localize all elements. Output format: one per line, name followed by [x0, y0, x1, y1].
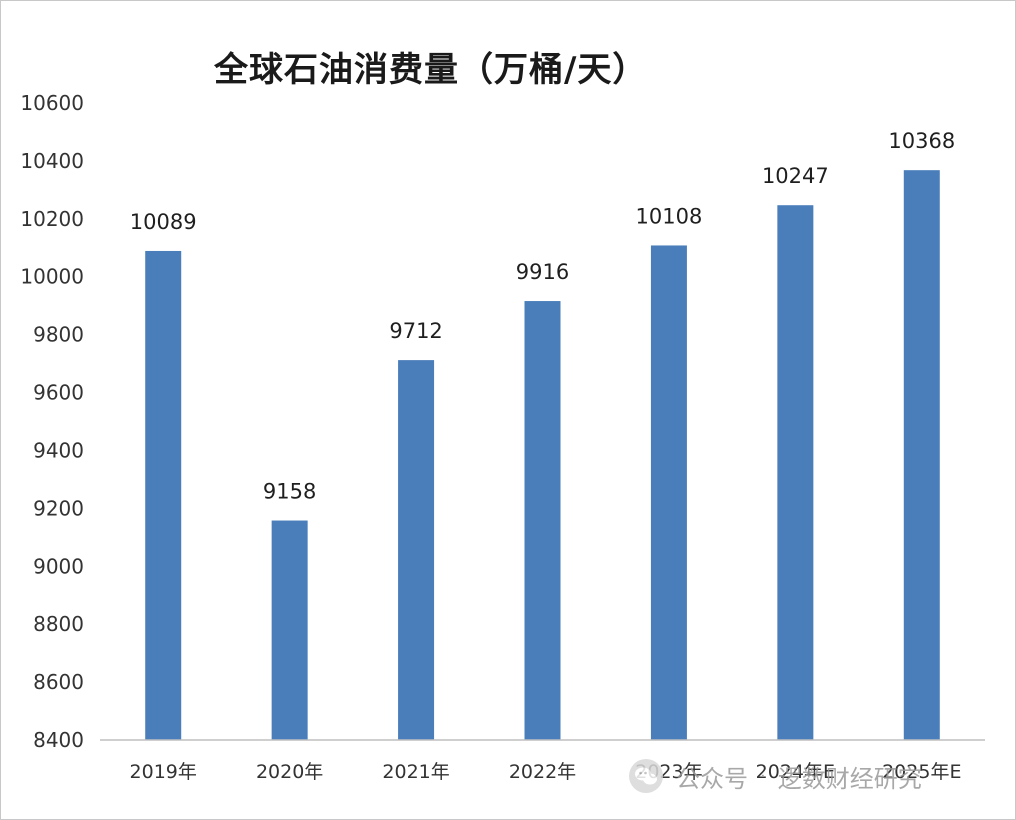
x-tick-label: 2022年 [509, 761, 576, 783]
x-tick-label: 2020年 [256, 761, 323, 783]
bar [524, 301, 561, 740]
bars [145, 170, 940, 741]
bar [903, 170, 940, 740]
y-tick-label: 10200 [20, 207, 84, 231]
bar [271, 520, 308, 740]
y-tick-label: 8600 [33, 670, 84, 694]
bar [650, 245, 687, 740]
x-tick-label: 2024年E [756, 761, 835, 783]
chart-title: 全球石油消费量（万桶/天） [214, 50, 648, 90]
data-label: 10247 [762, 164, 829, 188]
watermark: 公众号 · 逻数财经研究 [628, 758, 922, 794]
data-labels: 10089 9158 9712 9916 10108 10247 10368 [130, 129, 955, 503]
wechat-icon [629, 759, 663, 793]
x-tick-label: 2021年 [382, 761, 449, 783]
data-label: 9158 [263, 480, 316, 504]
y-tick-label: 9800 [33, 323, 84, 347]
y-axis: 8400 8600 8800 9000 9200 9400 9600 9800 10000 102… [20, 91, 84, 752]
data-label: 10368 [888, 129, 955, 153]
y-tick-label: 10600 [20, 91, 84, 115]
bar [398, 360, 435, 740]
y-tick-label: 8400 [33, 728, 84, 752]
y-tick-label: 10000 [20, 265, 84, 289]
y-tick-label: 9200 [33, 496, 84, 520]
y-tick-label: 9400 [33, 438, 84, 462]
bar [145, 250, 182, 740]
bar [777, 205, 814, 741]
data-label: 10108 [636, 204, 703, 228]
y-tick-label: 8800 [33, 612, 84, 636]
data-label: 9712 [389, 319, 442, 343]
y-tick-label: 9000 [33, 554, 84, 578]
data-label: 9916 [516, 260, 569, 284]
x-tick-label: 2025年E [882, 761, 961, 783]
watermark-prefix: 公众号 [676, 764, 748, 793]
data-label: 10089 [130, 210, 197, 234]
y-tick-label: 9600 [33, 381, 84, 405]
watermark-separator: · [760, 765, 766, 787]
watermark-name: 逻数财经研究 [777, 764, 922, 793]
x-tick-label: 2019年 [130, 761, 197, 783]
y-tick-label: 10400 [20, 149, 84, 173]
